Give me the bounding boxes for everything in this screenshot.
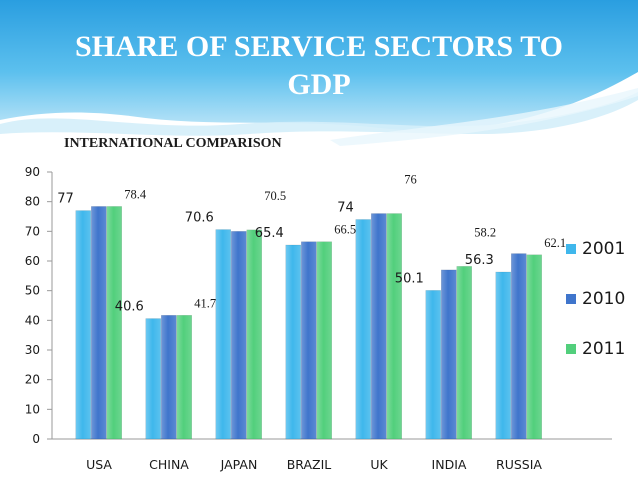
y-tick-label: 90 [25,165,40,179]
bar-india-2011 [456,266,472,440]
y-tick-label: 40 [25,313,40,327]
bar-india-2001 [425,290,441,440]
x-tick-label: RUSSIA [496,457,542,472]
x-tick-label: BRAZIL [287,457,332,472]
data-label: 70.5 [264,189,286,203]
bar-brazil-2001 [285,244,301,440]
data-label: 50.1 [395,271,424,286]
bar-uk-2011 [386,213,402,440]
bar-uk-2010 [371,213,387,440]
chart-legend: 2001 2010 2011 [566,236,625,386]
legend-label: 2011 [582,339,626,359]
x-tick-label: JAPAN [220,457,258,472]
y-tick-label: 60 [25,254,40,268]
legend-swatch [566,344,576,354]
bar-usa-2010 [91,206,107,440]
data-label: 76 [404,173,417,187]
x-tick-label: UK [370,457,388,472]
chart-subtitle: INTERNATIONAL COMPARISON [64,136,282,151]
title-banner: SHARE OF SERVICE SECTORS TO GDP [0,0,638,150]
legend-item-2001: 2001 [566,236,625,262]
x-tick-label: CHINA [149,457,189,472]
legend-label: 2010 [582,289,626,309]
bar-china-2011 [176,315,192,440]
bar-uk-2001 [355,219,371,440]
banner-background [0,0,638,146]
legend-swatch [566,294,576,304]
y-tick-label: 20 [25,373,40,387]
x-tick-label: INDIA [432,457,467,472]
bar-russia-2001 [495,271,511,440]
bar-russia-2010 [511,253,527,440]
legend-item-2011: 2011 [566,336,625,362]
data-label: 66.5 [334,223,356,237]
y-tick-label: 10 [25,402,40,416]
legend-item-2010: 2010 [566,286,625,312]
bar-russia-2011 [526,254,542,440]
data-label: 58.2 [474,225,496,239]
title-line-1: SHARE OF SERVICE SECTORS TO [75,30,563,63]
x-tick-label: USA [86,457,112,472]
data-label: 40.6 [115,300,144,315]
legend-swatch [566,244,576,254]
data-label: 56.3 [465,253,494,268]
y-tick-label: 30 [25,343,40,357]
title-line-2: GDP [287,68,351,101]
y-tick-label: 70 [25,224,40,238]
data-label: 41.7 [194,296,216,310]
legend-label: 2001 [582,239,626,259]
y-tick-label: 0 [32,432,40,446]
data-label: 74 [337,200,354,215]
bar-japan-2011 [246,229,262,440]
bar-japan-2010 [231,231,247,440]
y-tick-label: 80 [25,195,40,209]
data-label: 62.1 [544,236,566,250]
bar-usa-2001 [75,210,91,440]
bar-brazil-2010 [301,241,317,440]
bar-china-2010 [161,315,177,440]
bar-usa-2011 [106,206,122,440]
y-tick-label: 50 [25,284,40,298]
page-title: SHARE OF SERVICE SECTORS TO GDP [0,28,638,104]
bar-china-2001 [145,318,161,440]
data-label: 65.4 [255,226,284,241]
data-label: 70.6 [185,211,214,226]
data-label: 78.4 [124,187,147,201]
bar-india-2010 [441,269,457,440]
bar-japan-2001 [215,229,231,440]
bar-brazil-2011 [316,241,332,440]
data-label: 77 [57,192,74,207]
